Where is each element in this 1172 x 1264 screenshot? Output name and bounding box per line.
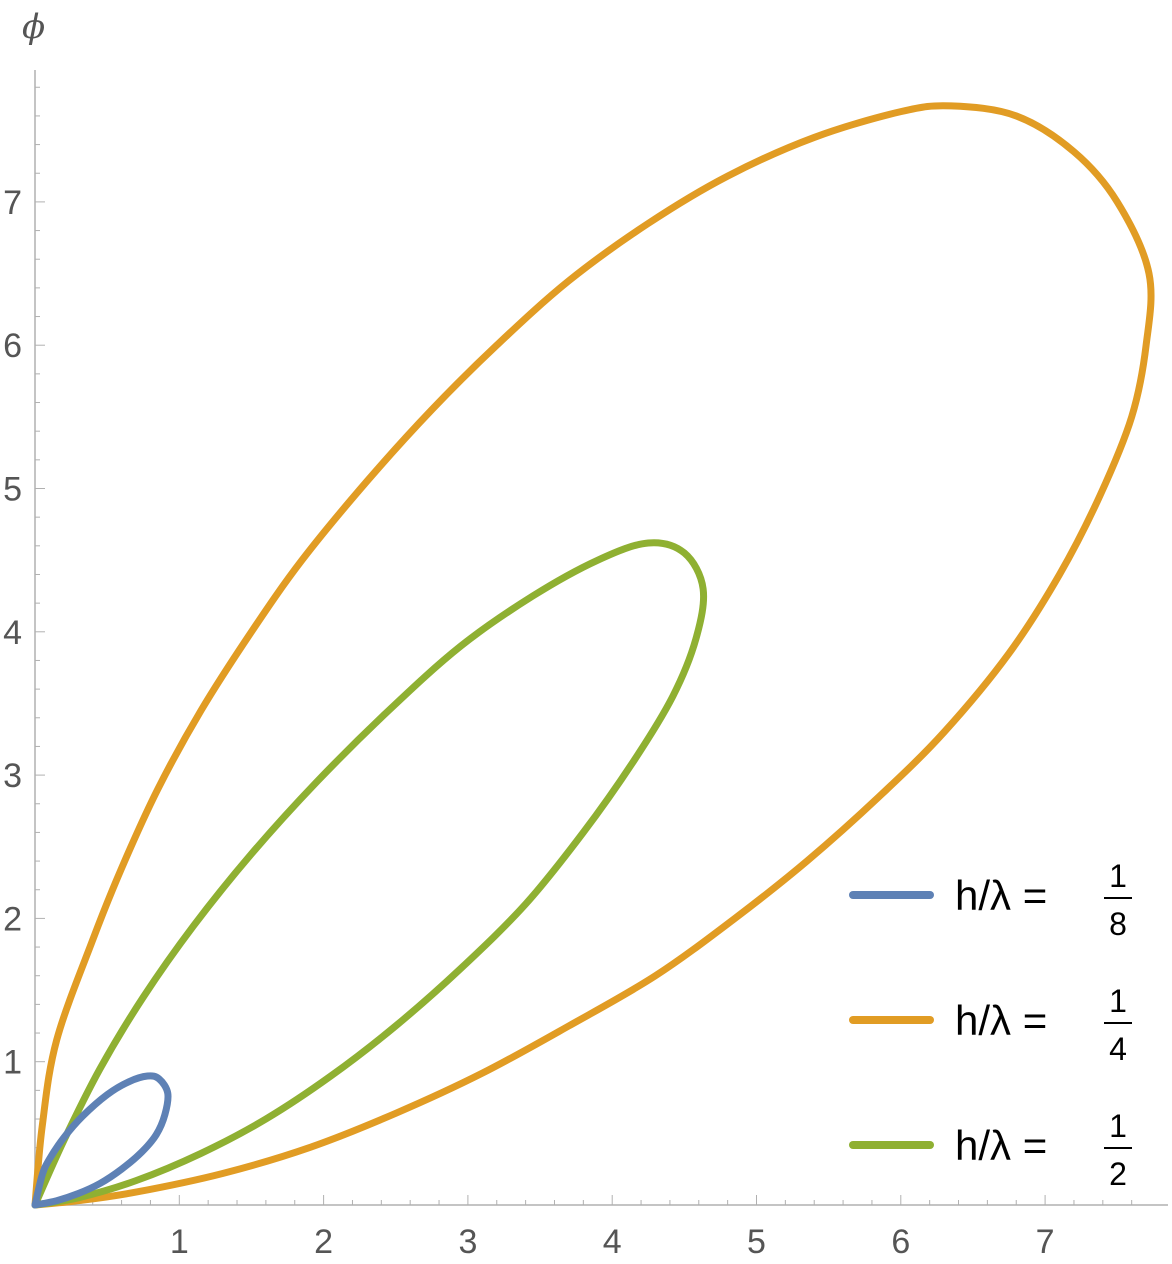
x-tick-label: 5 <box>747 1223 766 1261</box>
x-tick-label: 3 <box>458 1223 477 1261</box>
x-tick-label: 1 <box>170 1223 189 1261</box>
x-tick-label: 4 <box>603 1223 622 1261</box>
axes: 1 2 3 4 5 6 7 1 2 3 4 5 6 7 <box>3 70 1168 1261</box>
legend: h/λ = 1 8 h/λ = 1 4 h/λ = 1 2 <box>853 858 1132 1192</box>
y-tick-label: 7 <box>3 184 22 222</box>
y-tick-label: 2 <box>3 900 22 938</box>
legend-label: h/λ = <box>955 1122 1047 1169</box>
y-tick-label: 5 <box>3 471 22 509</box>
y-tick-label: 6 <box>3 327 22 365</box>
legend-label: h/λ = <box>955 997 1047 1044</box>
legend-denominator: 4 <box>1109 1031 1127 1067</box>
x-tick-label: 7 <box>1036 1223 1055 1261</box>
legend-denominator: 2 <box>1109 1156 1127 1192</box>
legend-item: h/λ = 1 8 <box>853 858 1132 942</box>
y-tick-label: 3 <box>3 757 22 795</box>
x-tick-label: 2 <box>314 1223 333 1261</box>
x-tick-label: 6 <box>891 1223 910 1261</box>
legend-item: h/λ = 1 2 <box>853 1108 1132 1192</box>
legend-numerator: 1 <box>1109 983 1127 1019</box>
y-tick-label: 4 <box>3 614 22 652</box>
legend-label: h/λ = <box>955 872 1047 919</box>
series-line-1 <box>35 1076 168 1205</box>
legend-numerator: 1 <box>1109 1108 1127 1144</box>
legend-denominator: 8 <box>1109 906 1127 942</box>
series-line-3 <box>35 543 704 1205</box>
y-axis-label: ϕ <box>22 7 45 47</box>
legend-numerator: 1 <box>1109 858 1127 894</box>
y-tick-label: 1 <box>3 1044 22 1082</box>
legend-item: h/λ = 1 4 <box>853 983 1132 1067</box>
